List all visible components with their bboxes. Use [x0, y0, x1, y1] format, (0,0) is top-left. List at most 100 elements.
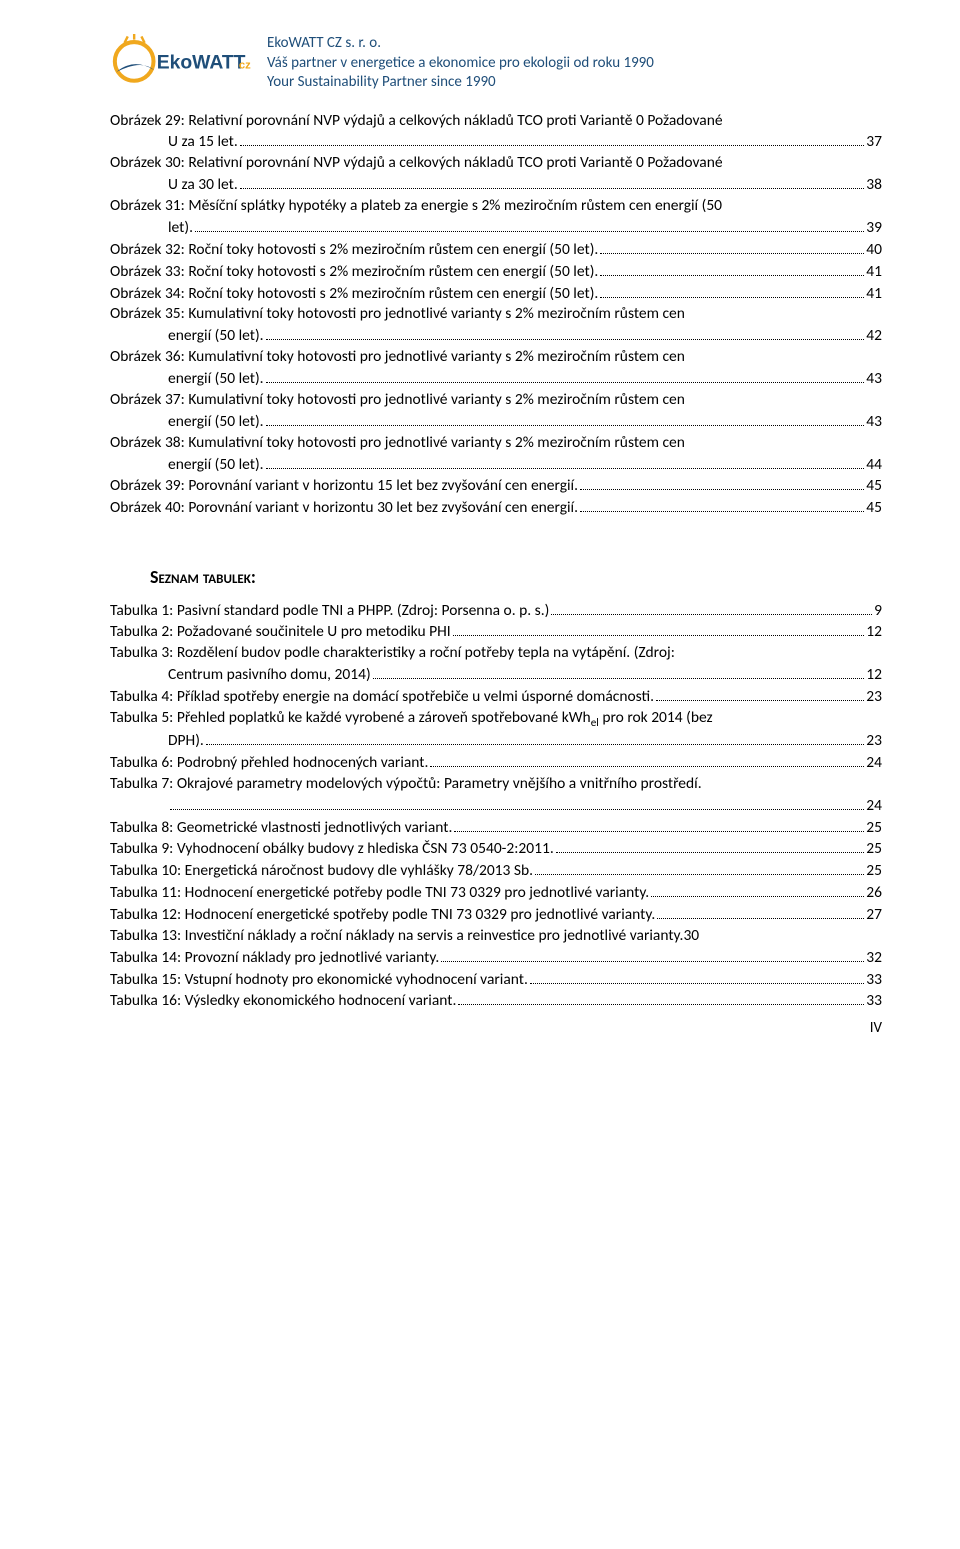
dot-leader — [458, 991, 864, 1006]
toc-page: 24 — [866, 753, 882, 774]
dot-leader — [535, 860, 864, 875]
dot-leader — [453, 621, 865, 636]
dot-leader — [266, 325, 865, 340]
toc-text: Tabulka 2: Požadované součinitele U pro … — [110, 622, 451, 643]
tagline-cs: Váš partner v energetice a ekonomice pro… — [267, 54, 654, 74]
toc-entry-line: Obrázek 33: Roční toky hotovosti s 2% me… — [110, 261, 882, 283]
toc-page: 32 — [866, 948, 882, 969]
toc-entry-line: Obrázek 35: Kumulativní toky hotovosti p… — [110, 304, 882, 325]
toc-page: 43 — [866, 369, 882, 390]
list-of-figures: Obrázek 29: Relativní porovnání NVP výda… — [110, 111, 882, 520]
toc-text: DPH). — [168, 731, 204, 752]
toc-entry-line: DPH). 23 — [110, 730, 882, 752]
toc-entry-line: energií (50 let). 43 — [110, 368, 882, 390]
toc-text: Tabulka 8: Geometrické vlastnosti jednot… — [110, 818, 452, 839]
toc-entry-line: Obrázek 31: Měsíční splátky hypotéky a p… — [110, 196, 882, 217]
toc-text: energií (50 let). — [168, 326, 264, 347]
toc-text: Tabulka 3: Rozdělení budov podle charakt… — [110, 643, 675, 664]
toc-page: 39 — [866, 218, 882, 239]
toc-page: 26 — [866, 883, 882, 904]
toc-text: Tabulka 1: Pasivní standard podle TNI a … — [110, 601, 549, 622]
toc-entry-line: Obrázek 29: Relativní porovnání NVP výda… — [110, 111, 882, 132]
toc-entry-line: Obrázek 36: Kumulativní toky hotovosti p… — [110, 347, 882, 368]
toc-entry-line: energií (50 let). 42 — [110, 325, 882, 347]
toc-entry-line: Tabulka 5: Přehled poplatků ke každé vyr… — [110, 708, 882, 730]
toc-entry-line: Obrázek 40: Porovnání variant v horizont… — [110, 497, 882, 519]
toc-text: Tabulka 15: Vstupní hodnoty pro ekonomic… — [110, 970, 528, 991]
toc-page: 37 — [866, 132, 882, 153]
toc-page: 25 — [866, 861, 882, 882]
toc-entry-line: Tabulka 10: Energetická náročnost budovy… — [110, 860, 882, 882]
toc-page: 40 — [866, 240, 882, 261]
toc-text: Tabulka 5: Přehled poplatků ke každé vyr… — [110, 708, 713, 730]
dot-leader — [580, 497, 864, 512]
dot-leader — [266, 411, 865, 426]
toc-entry-line: Tabulka 15: Vstupní hodnoty pro ekonomic… — [110, 969, 882, 991]
dot-leader — [441, 947, 864, 962]
dot-leader — [657, 904, 864, 919]
toc-page: 42 — [866, 326, 882, 347]
toc-page: 12 — [866, 622, 882, 643]
toc-page: 43 — [866, 412, 882, 433]
toc-text: Obrázek 38: Kumulativní toky hotovosti p… — [110, 433, 685, 454]
toc-text: Tabulka 11: Hodnocení energetické potřeb… — [110, 883, 649, 904]
toc-text: Obrázek 31: Měsíční splátky hypotéky a p… — [110, 196, 722, 217]
toc-text: Tabulka 9: Vyhodnocení obálky budovy z h… — [110, 839, 554, 860]
toc-page: 30 — [683, 926, 699, 947]
toc-page: 45 — [866, 498, 882, 519]
dot-leader — [600, 239, 864, 254]
dot-leader — [551, 600, 872, 615]
ekowatt-logo: EkoWATT cz — [110, 34, 255, 92]
dot-leader — [170, 795, 864, 810]
toc-text: Obrázek 37: Kumulativní toky hotovosti p… — [110, 390, 685, 411]
list-of-tables: Tabulka 1: Pasivní standard podle TNI a … — [110, 600, 882, 1013]
toc-text: Obrázek 39: Porovnání variant v horizont… — [110, 476, 578, 497]
tables-heading: Seznam tabulek: — [110, 565, 882, 589]
toc-page: 41 — [866, 262, 882, 283]
toc-text: Obrázek 34: Roční toky hotovosti s 2% me… — [110, 284, 598, 305]
dot-leader — [266, 368, 865, 383]
toc-entry-line: Obrázek 32: Roční toky hotovosti s 2% me… — [110, 239, 882, 261]
dot-leader — [600, 261, 864, 276]
toc-page: 27 — [866, 905, 882, 926]
toc-entry-line: Tabulka 6: Podrobný přehled hodnocených … — [110, 752, 882, 774]
toc-entry-line: Tabulka 4: Příklad spotřeby energie na d… — [110, 686, 882, 708]
toc-page: 38 — [866, 175, 882, 196]
toc-text: U za 15 let. — [168, 132, 238, 153]
toc-page: 23 — [866, 731, 882, 752]
toc-entry-line: Obrázek 39: Porovnání variant v horizont… — [110, 476, 882, 498]
page-header: EkoWATT cz EkoWATT CZ s. r. o. Váš partn… — [110, 34, 882, 93]
toc-text: Obrázek 30: Relativní porovnání NVP výda… — [110, 153, 723, 174]
toc-text: energií (50 let). — [168, 369, 264, 390]
toc-text: Tabulka 12: Hodnocení energetické spotře… — [110, 905, 655, 926]
toc-entry-line: Centrum pasivního domu, 2014)12 — [110, 664, 882, 686]
toc-entry-line: Tabulka 2: Požadované součinitele U pro … — [110, 621, 882, 643]
toc-entry-line: Obrázek 30: Relativní porovnání NVP výda… — [110, 153, 882, 174]
toc-page: 45 — [866, 476, 882, 497]
toc-text: Tabulka 16: Výsledky ekonomického hodnoc… — [110, 991, 456, 1012]
toc-page: 41 — [866, 284, 882, 305]
toc-entry-line: Tabulka 12: Hodnocení energetické spotře… — [110, 904, 882, 926]
dot-leader — [240, 174, 865, 189]
dot-leader — [373, 664, 865, 679]
toc-page: 25 — [866, 818, 882, 839]
toc-entry-line: Obrázek 38: Kumulativní toky hotovosti p… — [110, 433, 882, 454]
toc-text: Tabulka 4: Příklad spotřeby energie na d… — [110, 687, 654, 708]
toc-entry-line: let). 39 — [110, 217, 882, 239]
toc-entry-line: energií (50 let).44 — [110, 454, 882, 476]
company-name: EkoWATT CZ s. r. o. — [267, 34, 654, 54]
page-number-roman: IV — [110, 1018, 882, 1038]
toc-text: Obrázek 40: Porovnání variant v horizont… — [110, 498, 578, 519]
toc-text: Obrázek 29: Relativní porovnání NVP výda… — [110, 111, 723, 132]
dot-leader — [240, 131, 865, 146]
toc-entry-line: Tabulka 16: Výsledky ekonomického hodnoc… — [110, 991, 882, 1013]
toc-entry-line: Obrázek 37: Kumulativní toky hotovosti p… — [110, 390, 882, 411]
toc-page: 24 — [866, 796, 882, 817]
toc-text: let). — [168, 218, 193, 239]
toc-text: Obrázek 32: Roční toky hotovosti s 2% me… — [110, 240, 598, 261]
dot-leader — [206, 730, 864, 745]
dot-leader — [600, 283, 864, 298]
dot-leader — [266, 454, 865, 469]
toc-text: Obrázek 36: Kumulativní toky hotovosti p… — [110, 347, 685, 368]
toc-text: energií (50 let). — [168, 412, 264, 433]
